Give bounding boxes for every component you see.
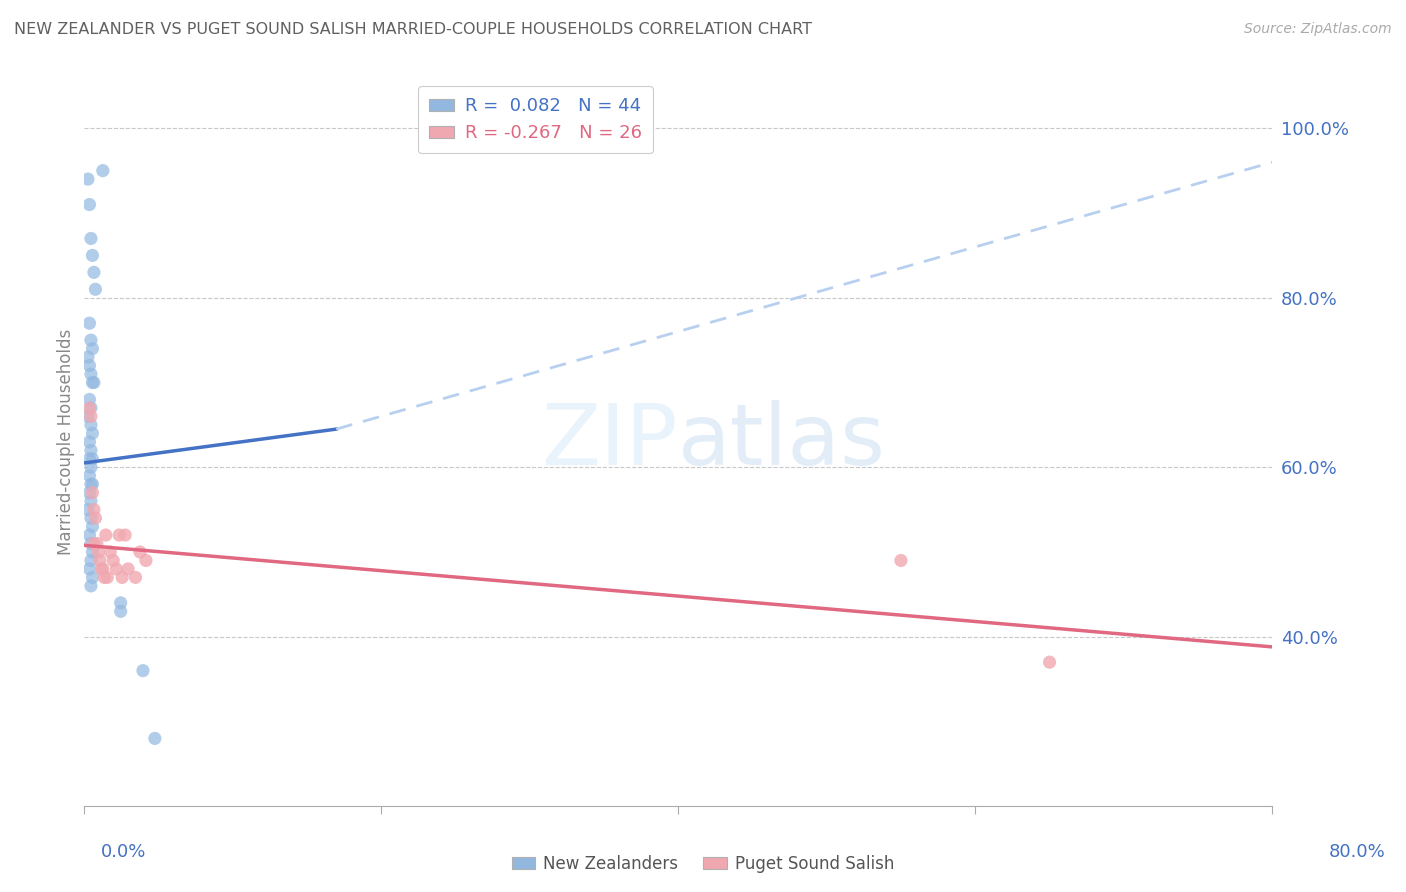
Point	[94, 528, 117, 542]
Point	[80, 553, 103, 567]
Point	[79, 392, 101, 407]
Point	[143, 731, 166, 746]
Legend: New Zealanders, Puget Sound Salish: New Zealanders, Puget Sound Salish	[505, 848, 901, 880]
Point	[83, 376, 105, 390]
Point	[98, 545, 121, 559]
Point	[135, 553, 157, 567]
Point	[84, 282, 107, 296]
Point	[80, 494, 103, 508]
Point	[77, 409, 100, 424]
Point	[87, 545, 110, 559]
Point	[80, 511, 103, 525]
Point	[80, 401, 103, 415]
Point	[80, 579, 103, 593]
Point	[80, 409, 103, 424]
Point	[124, 570, 146, 584]
Point	[77, 172, 100, 186]
Point	[82, 248, 104, 262]
Point	[82, 485, 104, 500]
Point	[82, 477, 104, 491]
Point	[79, 434, 101, 449]
Point	[105, 562, 128, 576]
Text: 0.0%: 0.0%	[101, 843, 146, 861]
Point	[79, 562, 101, 576]
Point	[110, 596, 132, 610]
Point	[79, 401, 101, 415]
Point	[108, 528, 131, 542]
Point	[79, 451, 101, 466]
Point	[83, 502, 105, 516]
Text: atlas: atlas	[678, 401, 886, 483]
Point	[80, 333, 103, 347]
Point	[96, 570, 118, 584]
Point	[86, 536, 108, 550]
Point	[91, 163, 114, 178]
Point	[82, 426, 104, 441]
Point	[82, 342, 104, 356]
Point	[79, 316, 101, 330]
Point	[79, 197, 101, 211]
Legend: R =  0.082   N = 44, R = -0.267   N = 26: R = 0.082 N = 44, R = -0.267 N = 26	[418, 87, 652, 153]
Point	[91, 562, 114, 576]
Point	[114, 528, 136, 542]
Point	[82, 570, 104, 584]
Point	[89, 553, 111, 567]
Point	[90, 562, 112, 576]
Point	[80, 367, 103, 381]
Point	[110, 604, 132, 618]
Point	[82, 451, 104, 466]
Text: NEW ZEALANDER VS PUGET SOUND SALISH MARRIED-COUPLE HOUSEHOLDS CORRELATION CHART: NEW ZEALANDER VS PUGET SOUND SALISH MARR…	[14, 22, 813, 37]
Point	[93, 570, 115, 584]
Point	[82, 519, 104, 533]
Point	[80, 231, 103, 245]
Point	[80, 443, 103, 458]
Point	[79, 468, 101, 483]
Point	[129, 545, 152, 559]
Point	[79, 359, 101, 373]
Point	[1038, 655, 1060, 669]
Point	[117, 562, 139, 576]
Point	[80, 417, 103, 432]
Point	[132, 664, 155, 678]
Point	[103, 553, 125, 567]
Point	[79, 528, 101, 542]
Point	[82, 545, 104, 559]
Text: ZIP: ZIP	[541, 401, 678, 483]
Point	[83, 265, 105, 279]
Point	[890, 553, 912, 567]
Point	[80, 460, 103, 475]
Point	[84, 511, 107, 525]
Point	[111, 570, 134, 584]
Point	[80, 477, 103, 491]
Point	[77, 350, 100, 364]
Point	[79, 485, 101, 500]
Text: Source: ZipAtlas.com: Source: ZipAtlas.com	[1244, 22, 1392, 37]
Y-axis label: Married-couple Households: Married-couple Households	[58, 329, 75, 555]
Point	[77, 502, 100, 516]
Point	[80, 536, 103, 550]
Point	[83, 536, 105, 550]
Point	[82, 376, 104, 390]
Text: 80.0%: 80.0%	[1329, 843, 1385, 861]
